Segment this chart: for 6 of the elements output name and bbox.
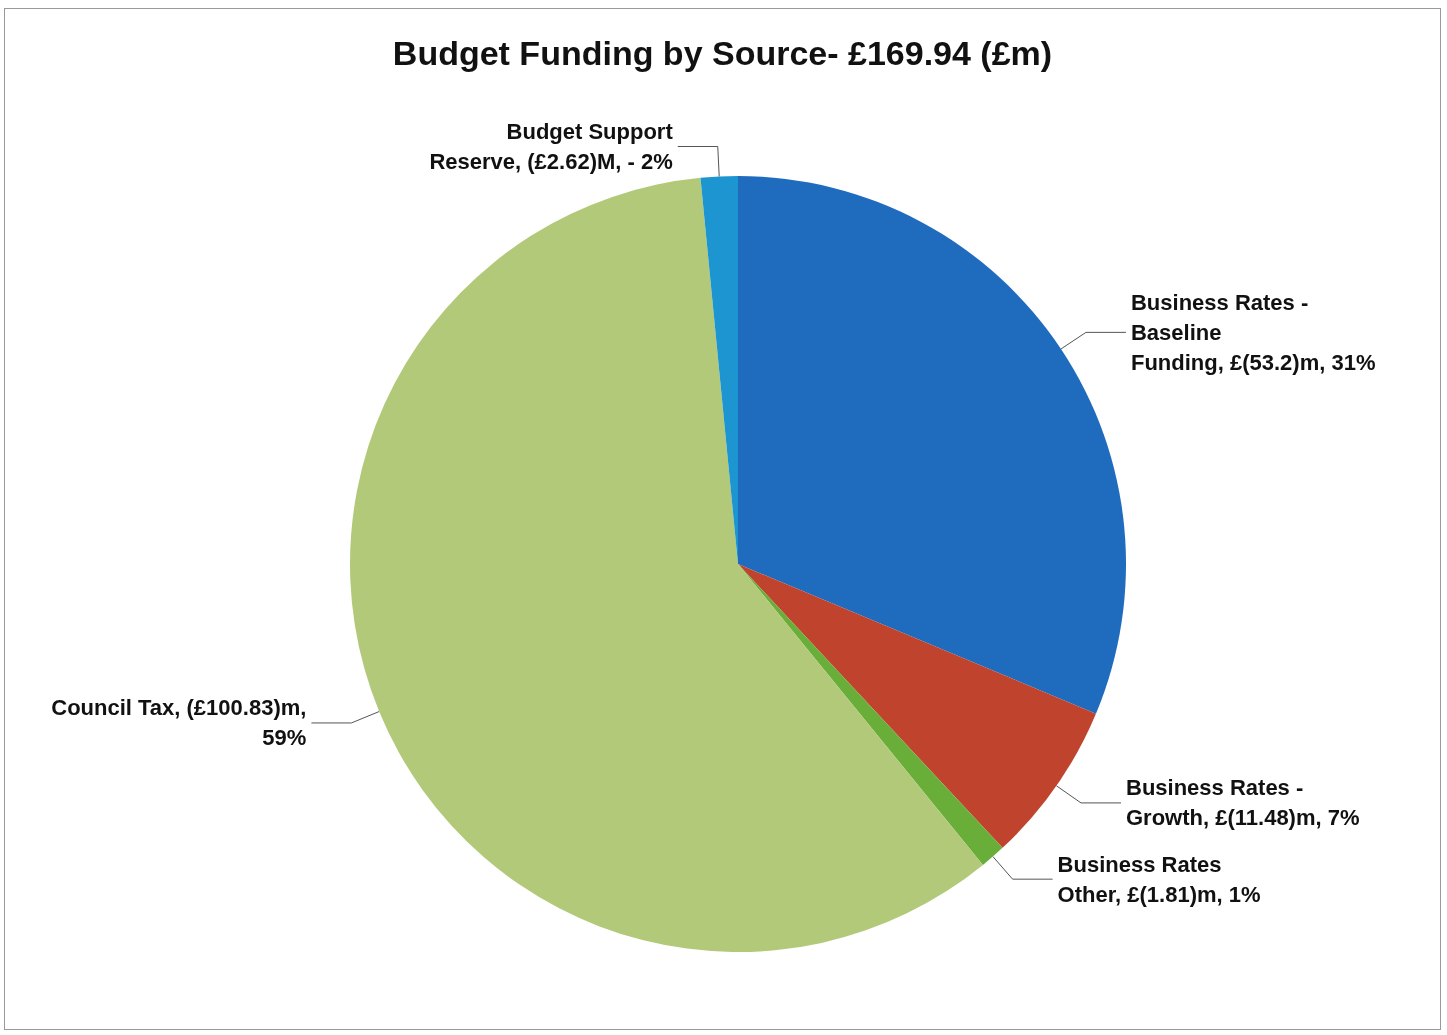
slice-label: Council Tax, (£100.83)m, 59% (51, 695, 307, 751)
slice-label: Business Rates Other, £(1.81)m, 1% (1057, 851, 1261, 907)
slice-label: Business Rates - Baseline Funding, £(53.2)m, 31% (1130, 289, 1376, 375)
slice-label: Budget Support Reserve, (£2.62)M, - 2% (429, 118, 674, 174)
chart-title: Budget Funding by Source- £169.94 (£m) (392, 34, 1053, 72)
slice-label: Business Rates - Growth, £(11.48)m, 7% (1126, 775, 1360, 831)
